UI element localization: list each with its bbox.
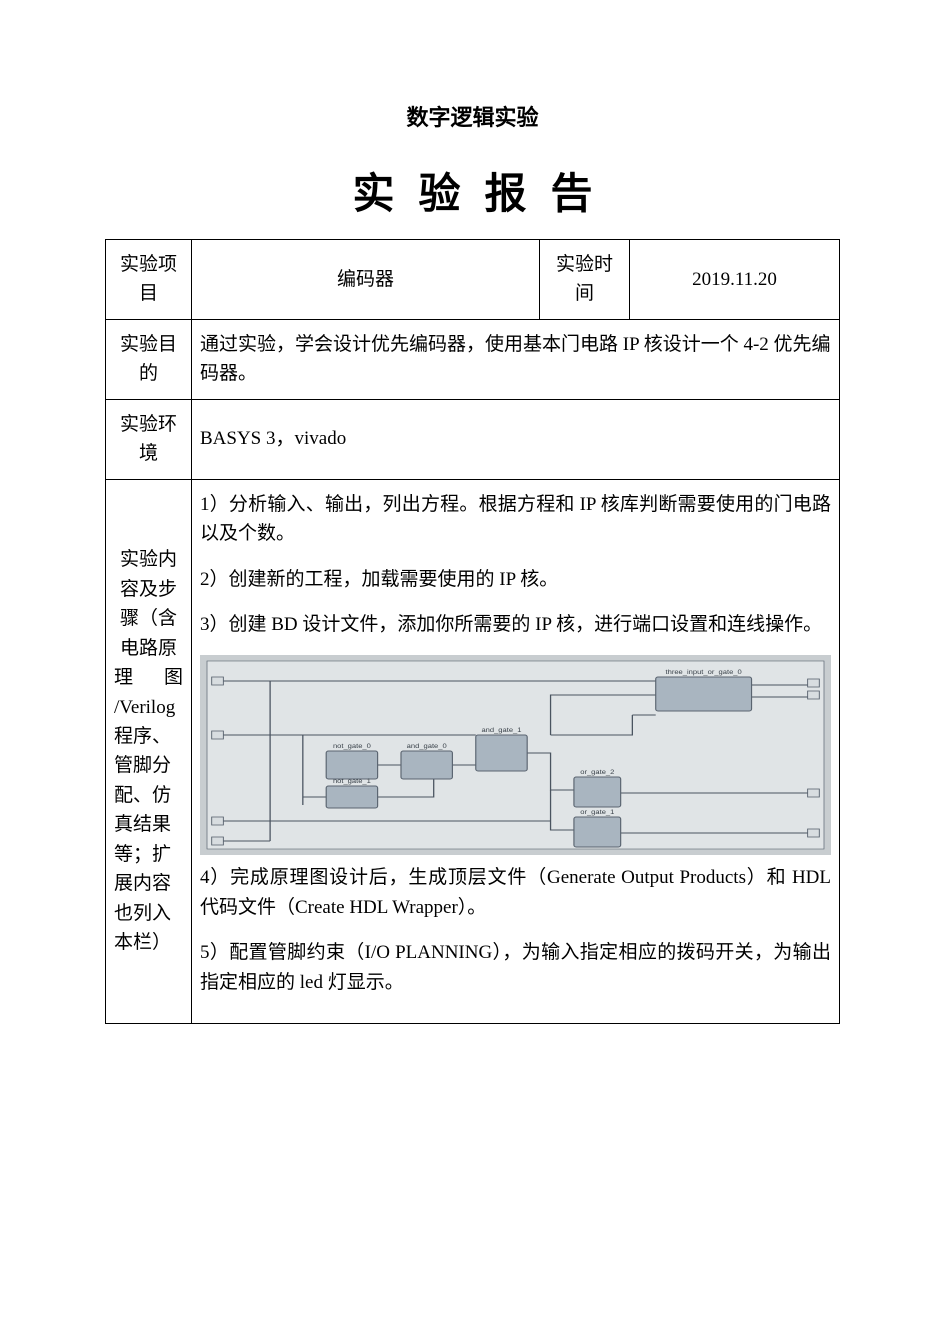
- label-project: 实验项目: [106, 240, 192, 320]
- svg-text:or_gate_1: or_gate_1: [580, 810, 614, 816]
- course-subtitle: 数字逻辑实验: [105, 100, 840, 132]
- circuit-diagram: not_gate_0 not_gate_1 and_gate_0 and_gate_1…: [200, 655, 831, 855]
- svg-text:not_gate_0: not_gate_0: [333, 744, 371, 750]
- step-4: 4）完成原理图设计后，生成顶层文件（Generate Output Produc…: [200, 863, 831, 922]
- svg-text:three_input_or_gate_0: three_input_or_gate_0: [666, 670, 742, 676]
- row-environment: 实验环境 BASYS 3，vivado: [106, 399, 840, 479]
- label-objective: 实验目的: [106, 319, 192, 399]
- value-steps: 1）分析输入、输出，列出方程。根据方程和 IP 核库判断需要使用的门电路以及个数…: [192, 479, 840, 1024]
- step-1: 1）分析输入、输出，列出方程。根据方程和 IP 核库判断需要使用的门电路以及个数…: [200, 490, 831, 549]
- label-steps: 实验内容及步骤（含电路原理图 /Verilog 程序、管脚分配、仿真结果等；扩展…: [106, 479, 192, 1024]
- label-time: 实验时间: [540, 240, 630, 320]
- step-5: 5）配置管脚约束（I/O PLANNING），为输入指定相应的拨码开关，为输出指…: [200, 938, 831, 997]
- report-table: 实验项目 编码器 实验时间 2019.11.20 实验目的 通过实验，学会设计优…: [105, 239, 840, 1024]
- value-project: 编码器: [192, 240, 540, 320]
- label-environment: 实验环境: [106, 399, 192, 479]
- value-time: 2019.11.20: [630, 240, 840, 320]
- svg-text:not_gate_1: not_gate_1: [333, 779, 371, 785]
- step-3: 3）创建 BD 设计文件，添加你所需要的 IP 核，进行端口设置和连线操作。: [200, 610, 831, 639]
- svg-text:and_gate_0: and_gate_0: [407, 744, 447, 750]
- step-2: 2）创建新的工程，加载需要使用的 IP 核。: [200, 565, 831, 594]
- row-project: 实验项目 编码器 实验时间 2019.11.20: [106, 240, 840, 320]
- value-objective: 通过实验，学会设计优先编码器，使用基本门电路 IP 核设计一个 4-2 优先编码…: [192, 319, 840, 399]
- row-steps: 实验内容及步骤（含电路原理图 /Verilog 程序、管脚分配、仿真结果等；扩展…: [106, 479, 840, 1024]
- value-environment: BASYS 3，vivado: [192, 399, 840, 479]
- svg-text:or_gate_2: or_gate_2: [580, 770, 614, 776]
- document-page: 数字逻辑实验 实验报告 实验项目 编码器 实验时间 2019.11.20 实验目…: [0, 0, 945, 1336]
- row-objective: 实验目的 通过实验，学会设计优先编码器，使用基本门电路 IP 核设计一个 4-2…: [106, 319, 840, 399]
- svg-text:and_gate_1: and_gate_1: [481, 728, 521, 734]
- report-title: 实验报告: [105, 160, 840, 221]
